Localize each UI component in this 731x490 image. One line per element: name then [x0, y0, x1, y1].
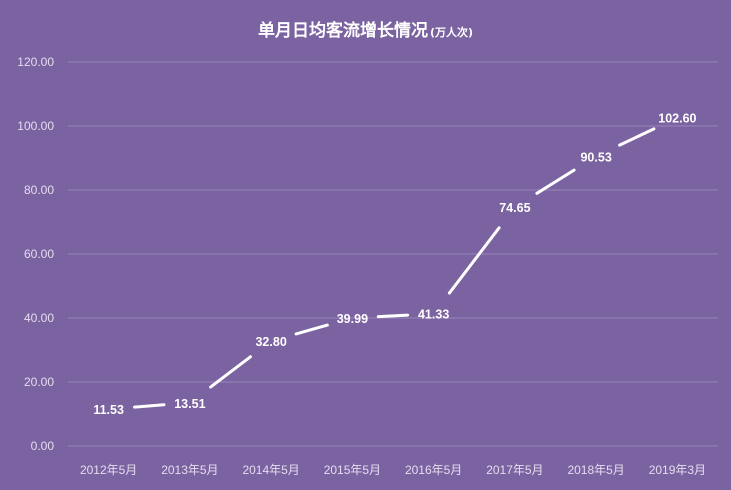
data-label: 90.53	[580, 150, 611, 164]
x-tick-label: 2017年5月	[486, 463, 543, 477]
y-tick-label: 60.00	[24, 247, 54, 261]
chart-title: 单月日均客流增长情况 (万人次)	[0, 16, 731, 41]
x-tick-label: 2012年5月	[80, 463, 137, 477]
data-label: 102.60	[658, 112, 696, 126]
y-tick-label: 80.00	[24, 183, 54, 197]
chart-title-unit: (万人次)	[429, 26, 474, 39]
series-line-segment	[209, 355, 252, 389]
x-tick-label: 2013年5月	[161, 463, 218, 477]
data-label: 13.51	[174, 397, 205, 411]
series-line-segment	[133, 403, 166, 409]
series-line-segment	[447, 226, 501, 295]
data-label: 32.80	[255, 335, 286, 349]
x-tick-label: 2018年5月	[567, 463, 624, 477]
series-line-segment	[535, 168, 576, 195]
x-tick-label: 2019年3月	[649, 463, 706, 477]
chart-title-text: 单月日均客流增长情况	[257, 21, 428, 41]
series-line-segment	[376, 313, 410, 319]
x-tick-label: 2014年5月	[242, 463, 299, 477]
y-tick-label: 0.00	[31, 439, 55, 453]
data-label: 41.33	[418, 308, 449, 322]
y-tick-label: 40.00	[24, 311, 54, 325]
data-label: 39.99	[337, 312, 368, 326]
x-tick-label: 2015年5月	[324, 463, 381, 477]
y-tick-label: 120.00	[17, 55, 54, 69]
y-tick-label: 20.00	[24, 375, 54, 389]
x-tick-label: 2016年5月	[405, 463, 462, 477]
data-label: 74.65	[499, 201, 530, 215]
series-line-segment	[294, 323, 329, 336]
y-tick-label: 100.00	[17, 119, 54, 133]
series-line-segment	[618, 127, 656, 147]
data-label: 11.53	[93, 403, 124, 417]
